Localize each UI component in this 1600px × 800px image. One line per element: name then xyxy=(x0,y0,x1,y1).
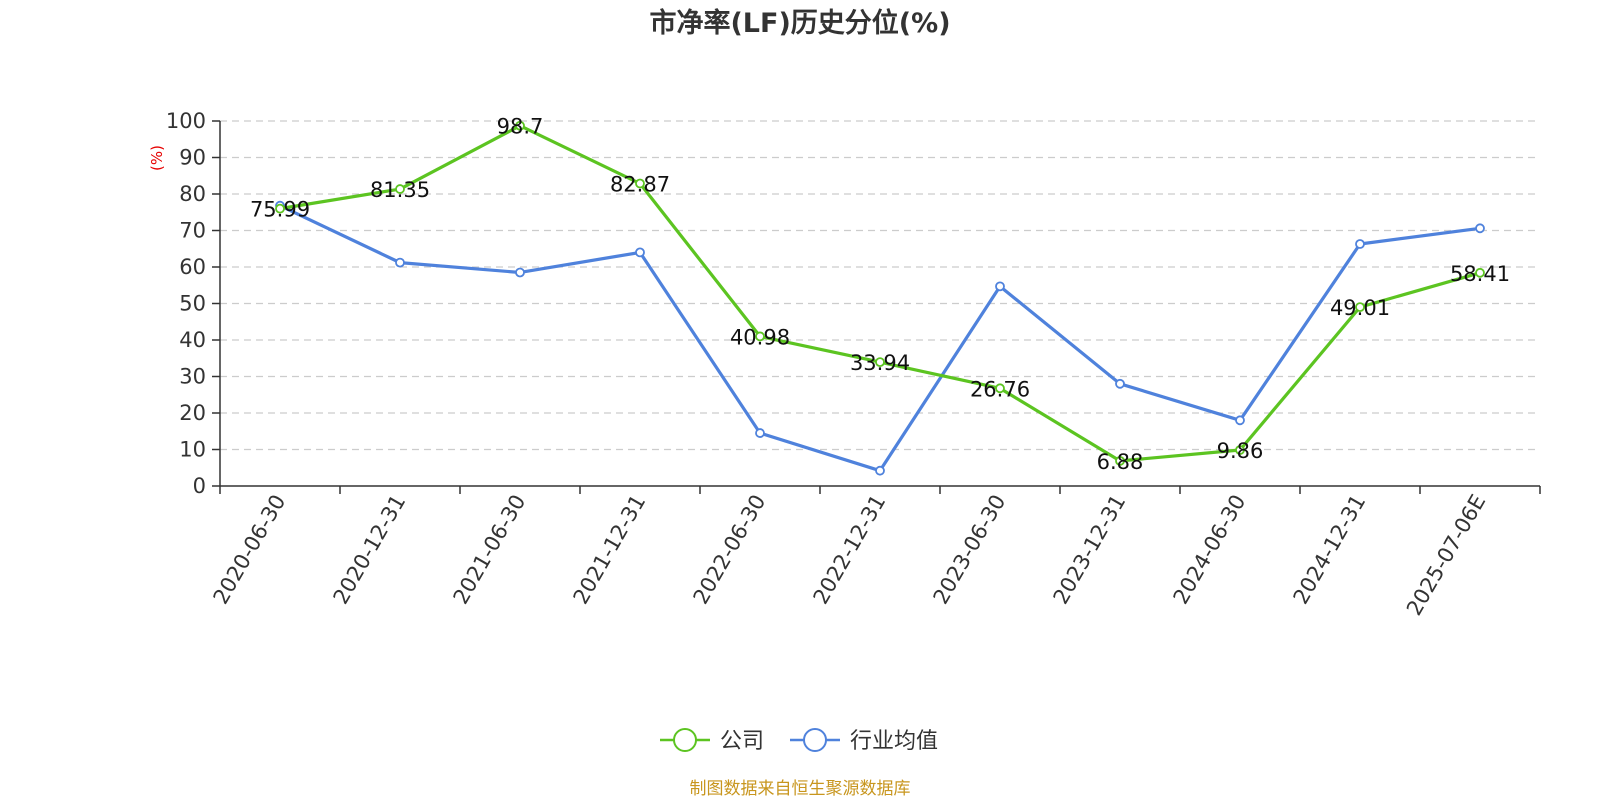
data-point-0 xyxy=(395,184,405,194)
y-tick-label: 20 xyxy=(179,401,206,425)
data-point-1 xyxy=(515,267,525,278)
grid-lines xyxy=(220,120,1540,451)
data-labels: 75.99 81.35 98.7 82.87 40.98 33.94 26.76 6.88 9.… xyxy=(250,115,1510,474)
legend-marker-icon xyxy=(803,728,827,752)
y-tick-label: 60 xyxy=(179,255,206,279)
legend-label: 公司 xyxy=(720,729,764,754)
data-point-0 xyxy=(515,120,525,131)
x-tick-label: 2020-12-31 xyxy=(329,491,411,609)
y-tick-label: 90 xyxy=(179,146,206,170)
data-point-0 xyxy=(635,178,645,189)
series-line-0 xyxy=(279,124,1481,463)
data-point-1 xyxy=(635,247,645,258)
x-tick-label: 2021-12-31 xyxy=(569,491,651,609)
series-line-1 xyxy=(279,204,1481,473)
source-note: 制图数据来自恒生聚源数据库 xyxy=(690,779,911,799)
y-tick-label: 80 xyxy=(179,182,206,206)
legend-marker-icon xyxy=(673,728,697,752)
data-label: 26.76 xyxy=(970,377,1030,401)
x-tick-label: 2025-07-06E xyxy=(1402,491,1490,620)
y-tick-label: 70 xyxy=(179,219,206,243)
chart-title: 市净率(LF)历史分位(%) xyxy=(649,7,950,39)
x-tick-label: 2024-06-30 xyxy=(1169,491,1251,609)
data-label: 82.87 xyxy=(610,173,670,197)
data-label: 9.86 xyxy=(1217,439,1264,463)
y-tick-label: 100 xyxy=(166,109,206,133)
data-point-0 xyxy=(1355,302,1365,313)
data-label: 98.7 xyxy=(497,115,544,139)
x-tick-label: 2020-06-30 xyxy=(209,491,291,609)
data-point-0 xyxy=(875,357,885,368)
x-tick-label: 2023-06-30 xyxy=(929,491,1011,609)
y-tick-label: 40 xyxy=(179,328,206,352)
data-label: 58.41 xyxy=(1450,262,1510,286)
data-label: 75.99 xyxy=(250,198,310,222)
y-tick-label: 50 xyxy=(179,292,206,316)
data-point-1 xyxy=(1115,378,1125,389)
y-axis-unit-label: (%) xyxy=(148,145,166,171)
x-tick-label: 2023-12-31 xyxy=(1049,491,1131,609)
x-tick-label: 2024-12-31 xyxy=(1289,491,1371,609)
data-point-0 xyxy=(1475,267,1485,278)
legend-label: 行业均值 xyxy=(850,729,938,754)
x-tick-label: 2022-12-31 xyxy=(809,491,891,609)
data-point-1 xyxy=(1475,223,1485,234)
y-tick-label: 0 xyxy=(193,474,206,498)
data-point-1 xyxy=(995,281,1005,292)
data-point-0 xyxy=(755,331,765,342)
series-layer xyxy=(275,120,1485,476)
y-tick-label: 10 xyxy=(179,438,206,462)
y-tick-label: 30 xyxy=(179,365,206,389)
data-label: 49.01 xyxy=(1330,296,1390,320)
data-label: 6.88 xyxy=(1097,450,1144,474)
data-point-1 xyxy=(875,465,885,476)
data-label: 33.94 xyxy=(850,351,910,375)
data-point-1 xyxy=(1355,239,1365,249)
x-tick-label: 2021-06-30 xyxy=(449,491,531,609)
legend[interactable]: 公司 行业均值 xyxy=(660,728,938,754)
data-point-0 xyxy=(1115,455,1125,466)
data-point-1 xyxy=(395,257,405,268)
data-point-0 xyxy=(275,203,285,214)
data-label: 40.98 xyxy=(730,325,790,349)
x-tick-label: 2022-06-30 xyxy=(689,491,771,609)
data-point-0 xyxy=(995,383,1005,394)
legend-item-0[interactable]: 公司 xyxy=(660,728,764,754)
data-point-0 xyxy=(1235,445,1245,455)
data-point-1 xyxy=(755,428,765,438)
data-point-1 xyxy=(1235,415,1245,426)
data-label: 81.35 xyxy=(370,178,430,202)
legend-item-1[interactable]: 行业均值 xyxy=(790,728,938,754)
